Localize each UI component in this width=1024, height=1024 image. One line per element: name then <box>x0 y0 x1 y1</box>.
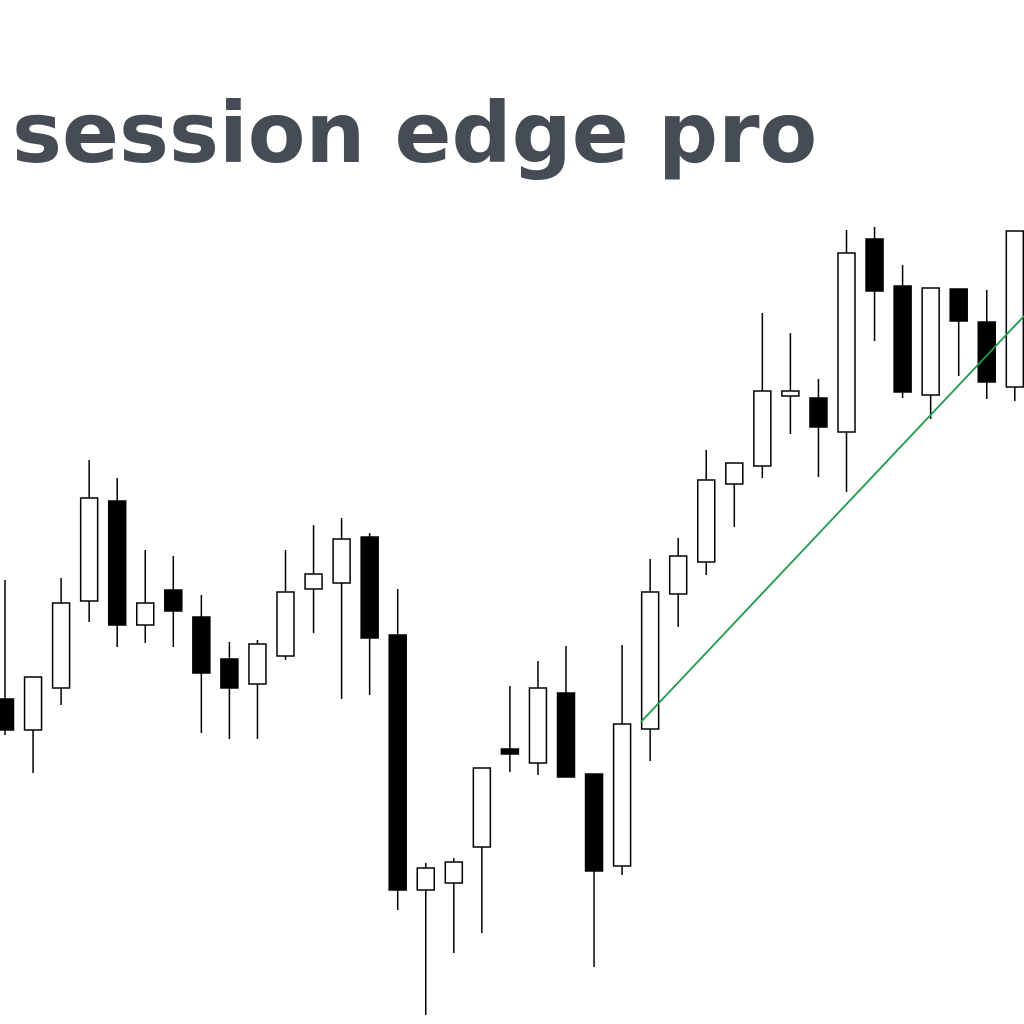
candle-body <box>921 287 940 396</box>
candle-body <box>248 643 267 685</box>
candle-body <box>865 238 884 292</box>
candle-body <box>697 479 716 563</box>
candle-body <box>360 536 379 639</box>
candle-body <box>388 634 407 891</box>
candle-body <box>472 767 492 848</box>
candle-body <box>444 861 464 884</box>
candle-body <box>500 748 520 755</box>
candle-body <box>977 321 996 383</box>
candle-body <box>136 602 155 626</box>
candle-body <box>893 285 912 393</box>
candle-body <box>640 591 660 730</box>
candle-body <box>304 573 323 590</box>
candle-body <box>725 462 744 485</box>
candle-body <box>528 687 548 764</box>
candle-body <box>51 602 71 689</box>
candle-body <box>276 591 295 657</box>
candle-body <box>781 390 800 397</box>
candle-body <box>612 723 632 867</box>
candle-body <box>23 676 43 731</box>
trend-line <box>640 315 1024 723</box>
candle-body <box>79 497 99 602</box>
candle-body <box>809 397 828 428</box>
candle-body <box>668 555 688 595</box>
candle-body <box>584 773 604 872</box>
candle-body <box>332 538 351 584</box>
candle-body <box>753 390 772 467</box>
candle-body <box>220 658 239 689</box>
candle-body <box>949 288 968 322</box>
candle-body <box>416 867 435 891</box>
candle-body <box>164 589 183 612</box>
candle-body <box>1005 230 1024 388</box>
chart-title: session edge pro <box>12 84 817 182</box>
candle-body <box>192 616 211 674</box>
candle-body <box>556 692 576 778</box>
candle-body <box>107 500 127 626</box>
candle-body <box>0 698 15 731</box>
candle-body <box>837 252 856 433</box>
